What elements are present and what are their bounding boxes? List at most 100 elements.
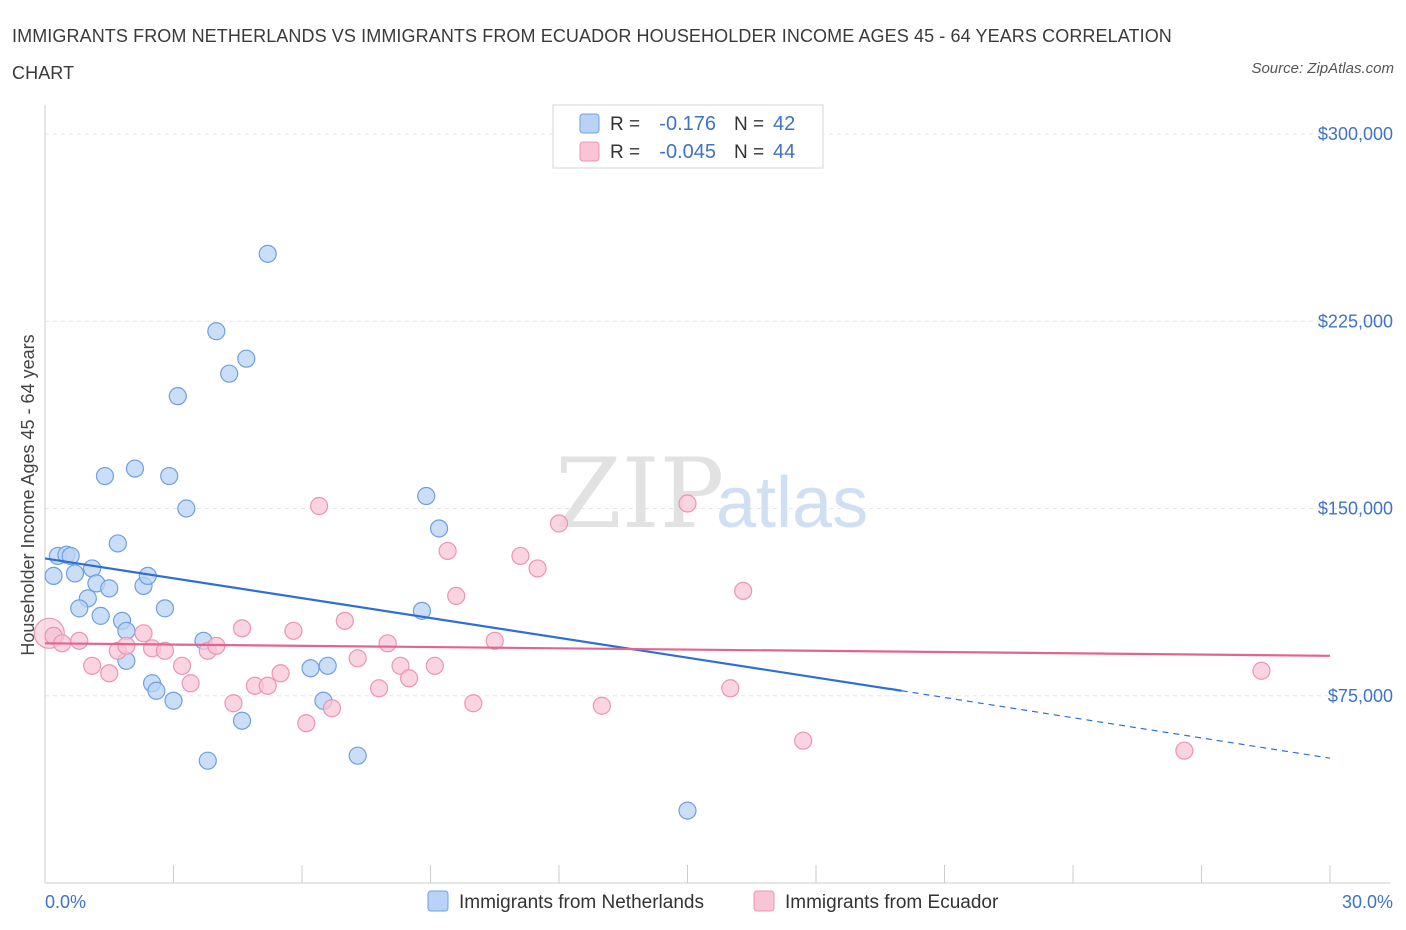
netherlands-point — [147, 681, 166, 700]
ecuador-point — [1175, 741, 1194, 760]
ecuador-point — [399, 669, 419, 688]
watermark: ZIP atlas — [555, 438, 868, 550]
ecuador-point — [297, 714, 316, 733]
ecuador-point — [549, 514, 569, 533]
netherlands-point — [301, 659, 320, 678]
x-tick-label: 0.0% — [45, 892, 86, 912]
legend-r-value-1: -0.176 — [659, 113, 716, 135]
ecuador-point — [310, 496, 329, 516]
legend-n-value-2: 44 — [773, 141, 795, 163]
source-credit: Source: ZipAtlas.com — [1251, 60, 1394, 77]
correlation-legend: R = -0.176 N = 42 R = -0.045 N = 44 — [552, 104, 824, 169]
netherlands-point — [258, 244, 277, 263]
ecuador-point — [1252, 661, 1271, 680]
netherlands-point — [678, 801, 697, 820]
netherlands-point — [61, 546, 80, 566]
netherlands-point — [70, 599, 89, 618]
x-tick-labels: 0.0% 30.0% — [45, 892, 1393, 912]
ecuador-point — [181, 674, 200, 693]
ecuador-point — [370, 679, 389, 698]
legend-n-label-2: N = — [734, 142, 764, 163]
ecuador-point — [592, 696, 611, 715]
netherlands-point — [318, 656, 337, 675]
ecuador-point — [134, 624, 153, 643]
legend-r-value-2: -0.045 — [659, 141, 716, 163]
ecuador-point — [100, 664, 119, 683]
legend-n-label-1: N = — [734, 114, 764, 135]
ecuador-point — [734, 581, 753, 600]
netherlands-point — [232, 711, 252, 730]
ecuador-point — [378, 634, 397, 653]
y-tick-label: $225,000 — [1318, 311, 1393, 331]
legend-label-ecuador: Immigrants from Ecuador — [785, 892, 999, 913]
chart-title: IMMIGRANTS FROM NETHERLANDS VS IMMIGRANT… — [12, 26, 1172, 83]
ecuador-point — [83, 656, 102, 675]
netherlands-point — [65, 564, 85, 583]
ecuador-point — [322, 699, 342, 718]
netherlands-trend-line — [44, 557, 902, 692]
netherlands-point — [155, 599, 175, 618]
y-axis-label: Householder Income Ages 45 - 64 years — [18, 334, 38, 655]
ecuador-point — [224, 694, 243, 713]
ecuador-trend-line — [44, 642, 1331, 657]
ecuador-point — [464, 694, 483, 713]
netherlands-point — [220, 364, 239, 383]
trend-lines — [44, 557, 1331, 759]
ecuador-point — [794, 731, 813, 750]
netherlands-point — [83, 559, 102, 578]
ecuador-points — [44, 494, 1271, 760]
ecuador-point — [232, 619, 252, 638]
netherlands-point — [237, 349, 256, 368]
netherlands-point — [164, 691, 183, 710]
ecuador-point — [425, 656, 444, 675]
y-tick-label: $75,000 — [1328, 686, 1393, 706]
legend-r-label-2: R = — [610, 142, 640, 163]
netherlands-point — [95, 466, 115, 486]
netherlands-point — [108, 534, 127, 553]
legend-swatch-netherlands-bottom — [427, 890, 449, 912]
legend-n-value-1: 42 — [773, 113, 795, 135]
y-tick-label: $150,000 — [1318, 499, 1393, 519]
netherlands-point — [160, 466, 179, 486]
ecuador-point — [335, 611, 354, 630]
netherlands-point — [198, 751, 217, 770]
watermark-atlas: atlas — [716, 463, 868, 543]
ecuador-point — [348, 649, 367, 668]
ecuador-point — [528, 559, 547, 578]
axes — [44, 105, 1390, 884]
ecuador-point — [70, 631, 89, 650]
netherlands-point — [177, 499, 196, 518]
netherlands-point — [429, 519, 449, 538]
ecuador-point — [117, 636, 136, 655]
ecuador-point — [258, 676, 277, 695]
netherlands-point — [125, 459, 145, 478]
ecuador-point — [721, 679, 740, 698]
legend-label-netherlands: Immigrants from Netherlands — [459, 892, 704, 913]
netherlands-point — [417, 486, 436, 506]
ecuador-point — [511, 546, 530, 566]
ecuador-point — [284, 621, 303, 640]
netherlands-trend-extension — [901, 690, 1331, 759]
legend-swatch-ecuador-bottom — [753, 890, 775, 912]
series-legend: Immigrants from Netherlands Immigrants f… — [427, 890, 999, 913]
netherlands-point — [207, 322, 226, 341]
grid-lines — [45, 133, 1390, 697]
netherlands-point — [91, 606, 110, 625]
y-tick-labels: $75,000 $150,000 $225,000 $300,000 — [1318, 124, 1393, 706]
legend-swatch-netherlands — [579, 113, 600, 134]
netherlands-point — [44, 566, 63, 586]
ecuador-point — [172, 656, 192, 675]
ecuador-point — [447, 586, 466, 605]
y-tick-label: $300,000 — [1318, 124, 1393, 144]
netherlands-point — [348, 746, 367, 765]
ecuador-point — [391, 656, 410, 675]
netherlands-point — [168, 387, 187, 406]
ecuador-point — [155, 641, 175, 660]
x-tick-label: 30.0% — [1342, 892, 1393, 912]
legend-swatch-ecuador — [579, 141, 600, 162]
ecuador-point — [678, 494, 697, 513]
watermark-zip: ZIP — [555, 438, 724, 550]
legend-r-label-1: R = — [610, 114, 640, 135]
ecuador-point — [271, 664, 290, 683]
